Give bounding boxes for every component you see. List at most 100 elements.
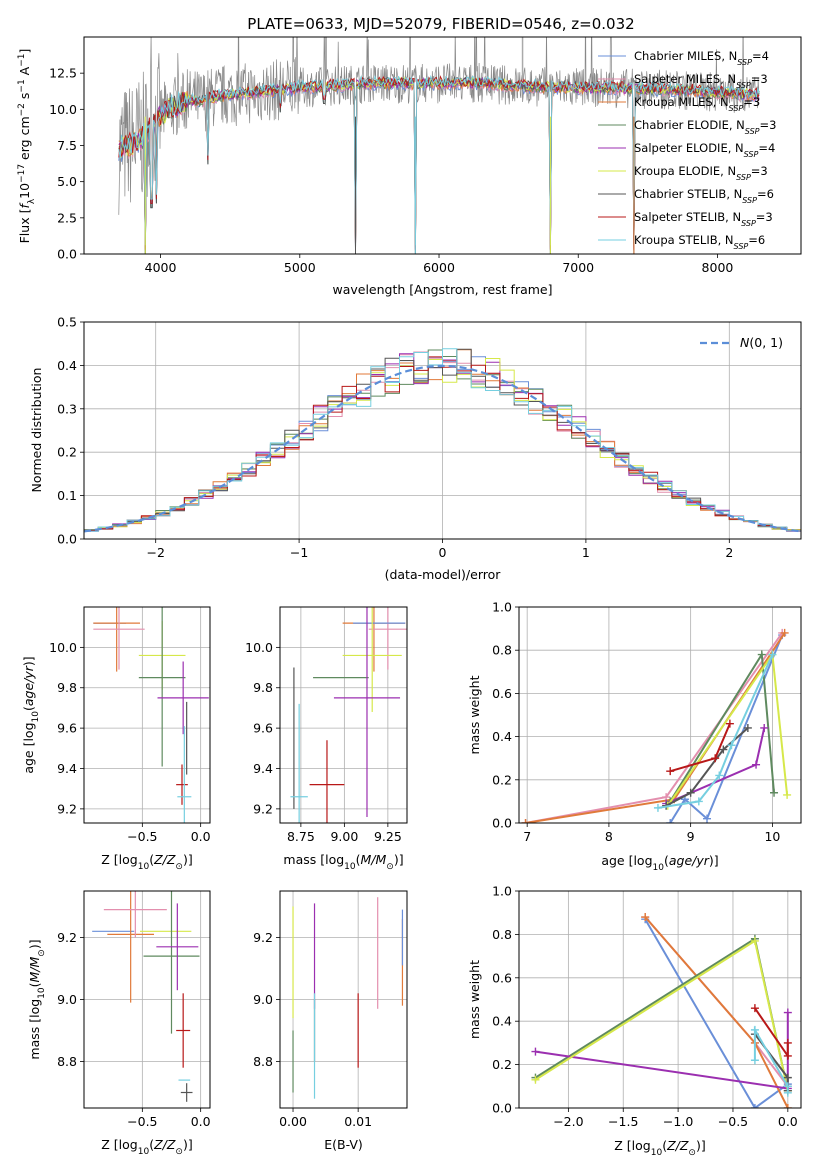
age_vs_Z-xlabel: Z [log10(Z/Z⊙)]	[101, 852, 192, 872]
weight_vs_age-ytick-label: 0.0	[492, 816, 512, 831]
weight_vs_Z-marker-salpeter_stelib	[750, 1004, 759, 1013]
legend-entry: Kroupa MILES, NSSP=3	[634, 95, 760, 113]
weight_vs_Z-ytick-label: 1.0	[492, 884, 512, 899]
weight_vs_age-marker-salpeter_elodie	[752, 760, 761, 769]
spectrum-ytick-label: 12.5	[49, 66, 77, 81]
axes-age_vs_Z: −0.5 0.0 9.2 9.4 9.6 9.8 10.0 Z [log10(Z/Z⊙)] ag…	[21, 606, 211, 872]
spectrum-xlabel: wavelength [Angstrom, rest frame]	[332, 282, 552, 297]
mass_vs_Z-ytick-label: 9.2	[57, 930, 77, 945]
age_vs_mass-ytick-label: 10.0	[245, 640, 273, 655]
weight_vs_Z-ylabel: mass weight	[467, 960, 482, 1039]
axes-age_vs_mass: 8.75 9.00 9.25 9.2 9.4 9.6 9.8 10.0 mass [log10(…	[245, 606, 408, 872]
weight_vs_Z-marker-kroupa_stelib	[783, 1088, 792, 1097]
weight_vs_Z-marker-salpeter_stelib	[783, 1038, 792, 1047]
spectrum-ytick-label: 7.5	[57, 138, 77, 153]
residuals-xlabel: (data-model)/error	[385, 567, 502, 582]
weight_vs_age-marker-chabrier_stelib	[743, 723, 752, 732]
weight_vs_Z-marker-kroupa_stelib	[750, 1056, 759, 1065]
weight_vs_age-marker-kroupa_stelib	[768, 650, 777, 659]
weight_vs_age-frame	[518, 606, 802, 824]
age_vs_Z-frame	[83, 606, 211, 824]
weight_vs_Z-plot-area	[531, 913, 792, 1108]
weight_vs_age-marker-chabrier_miles	[666, 819, 675, 823]
residuals-ytick-label: 0.4	[57, 358, 77, 373]
spectrum-xtick-label: 5000	[284, 260, 316, 275]
mass_vs_ebv-xlabel: E(B-V)	[324, 1137, 363, 1152]
weight_vs_Z-xtick-label: −1.0	[663, 1114, 693, 1129]
spectrum-ytick-label: 2.5	[57, 210, 77, 225]
weight_vs_Z-ytick-label: 0.0	[492, 1101, 512, 1116]
spectrum-ytick-label: 0.0	[57, 247, 77, 262]
residuals-ytick-label: 0.0	[57, 532, 77, 547]
weight_vs_age-line-chabrier_miles	[669, 634, 784, 823]
mass_vs_ebv-plot-area	[292, 897, 404, 1099]
weight_vs_age-xtick-label: 7	[523, 829, 531, 844]
mass_vs_Z-ytick-label: 8.8	[57, 1054, 77, 1069]
age_vs_Z-ytick-label: 9.2	[57, 801, 77, 816]
age_vs_Z-ytick-label: 9.4	[57, 761, 77, 776]
mass_vs_ebv-frame	[279, 890, 408, 1109]
weight_vs_age-xtick-label: 10	[764, 829, 780, 844]
legend-entry: Chabrier MILES, NSSP=4	[634, 49, 769, 67]
age_vs_Z-ytick-label: 9.6	[57, 721, 77, 736]
spectrum-xtick-label: 8000	[702, 260, 734, 275]
weight_vs_Z-marker-kroupa_elodie	[531, 1075, 540, 1084]
weight_vs_age-marker-salpeter_stelib	[666, 767, 675, 776]
spectrum-xtick-label: 7000	[562, 260, 594, 275]
figure-title: PLATE=0633, MJD=52079, FIBERID=0546, z=0…	[247, 15, 634, 33]
weight_vs_age-xlabel: age [log10(age/yr)]	[601, 853, 718, 873]
weight_vs_Z-marker-salpeter_stelib	[783, 1051, 792, 1060]
age_vs_mass-plot-area	[290, 607, 407, 823]
axes-residuals: −2 −1 0 1 2 0.0 0.1 0.2 0.3 0.4 0.5 (data-model)/er…	[29, 315, 802, 582]
weight_vs_age-marker-chabrier_stelib	[719, 745, 728, 754]
weight_vs_age-plot-area	[521, 628, 792, 823]
weight_vs_Z-marker-kroupa_miles	[641, 913, 650, 922]
spectrum-ytick-label: 10.0	[49, 102, 77, 117]
weight_vs_age-marker-chabrier_elodie	[757, 650, 766, 659]
weight_vs_age-marker-kroupa_stelib	[727, 741, 736, 750]
residuals-ylabel: Normed distribution	[29, 368, 44, 493]
weight_vs_Z-xtick-label: −1.5	[608, 1114, 638, 1129]
weight_vs_Z-marker-salpeter_elodie	[531, 1047, 540, 1056]
residuals-plot-area	[84, 348, 801, 533]
weight_vs_age-ytick-label: 0.6	[492, 686, 512, 701]
age_vs_Z-xtick-label: −0.5	[127, 829, 157, 844]
mass_vs_ebv-ytick-label: 9.2	[253, 930, 273, 945]
residuals-xtick-label: −2	[146, 545, 164, 560]
weight_vs_Z-marker-chabrier_stelib	[783, 1073, 792, 1082]
mass_vs_Z-ytick-label: 9.0	[57, 992, 77, 1007]
axes-mass_vs_ebv: 0.00 0.01 8.8 9.0 9.2 E(B-V)	[253, 890, 408, 1152]
weight_vs_age-marker-kroupa_elodie	[783, 790, 792, 799]
weight_vs_Z-ytick-label: 0.6	[492, 970, 512, 985]
spectrum-xtick-label: 6000	[423, 260, 455, 275]
weight_vs_Z-marker-kroupa_stelib	[750, 1025, 759, 1034]
weight_vs_Z-ytick-label: 0.8	[492, 927, 512, 942]
weight_vs_Z-line-chabrier_stelib	[754, 1033, 789, 1091]
weight_vs_age-marker-kroupa_stelib	[694, 797, 703, 806]
spectrum-ylabel: Flux [fλ10−17 erg cm−2 s−1 A−1]	[17, 49, 37, 244]
age_vs_Z-ytick-label: 10.0	[49, 640, 77, 655]
legend-entry: Salpeter STELIB, NSSP=3	[634, 210, 773, 228]
weight_vs_Z-xlabel: Z [log10(Z/Z⊙)]	[614, 1138, 705, 1158]
residuals-xtick-label: 0	[439, 545, 447, 560]
residual-hist-chabrier_stelib	[84, 348, 801, 532]
residual-gaussian-curve	[84, 364, 801, 533]
weight_vs_age-ytick-label: 0.8	[492, 643, 512, 658]
weight_vs_Z-line-chabrier_miles	[644, 918, 789, 1108]
spectrum-legend: Chabrier MILES, NSSP=4 Salpeter MILES, NS…	[598, 49, 776, 251]
residuals-ytick-label: 0.2	[57, 445, 77, 460]
residuals-frame	[83, 321, 802, 540]
spectrum-ytick-label: 5.0	[57, 174, 77, 189]
mass_vs_ebv-ytick-label: 9.0	[253, 992, 273, 1007]
legend-entry: Chabrier STELIB, NSSP=6	[634, 187, 774, 205]
mass_vs_ebv-xtick-label: 0.00	[279, 1114, 307, 1129]
mass_vs_Z-plot-area	[92, 891, 200, 1102]
legend-entry: Kroupa STELIB, NSSP=6	[634, 233, 765, 251]
weight_vs_Z-line-kroupa_miles	[644, 916, 789, 1108]
age_vs_Z-xtick-label: 0.0	[191, 829, 211, 844]
mass_vs_Z-ylabel: mass [log10(M/M⊙)]	[27, 939, 47, 1059]
weight_vs_Z-xtick-label: −0.5	[718, 1114, 748, 1129]
age_vs_mass-ytick-label: 9.4	[253, 761, 273, 776]
weight_vs_age-ytick-label: 0.4	[492, 729, 512, 744]
weight_vs_Z-line-kroupa_elodie	[534, 939, 789, 1091]
